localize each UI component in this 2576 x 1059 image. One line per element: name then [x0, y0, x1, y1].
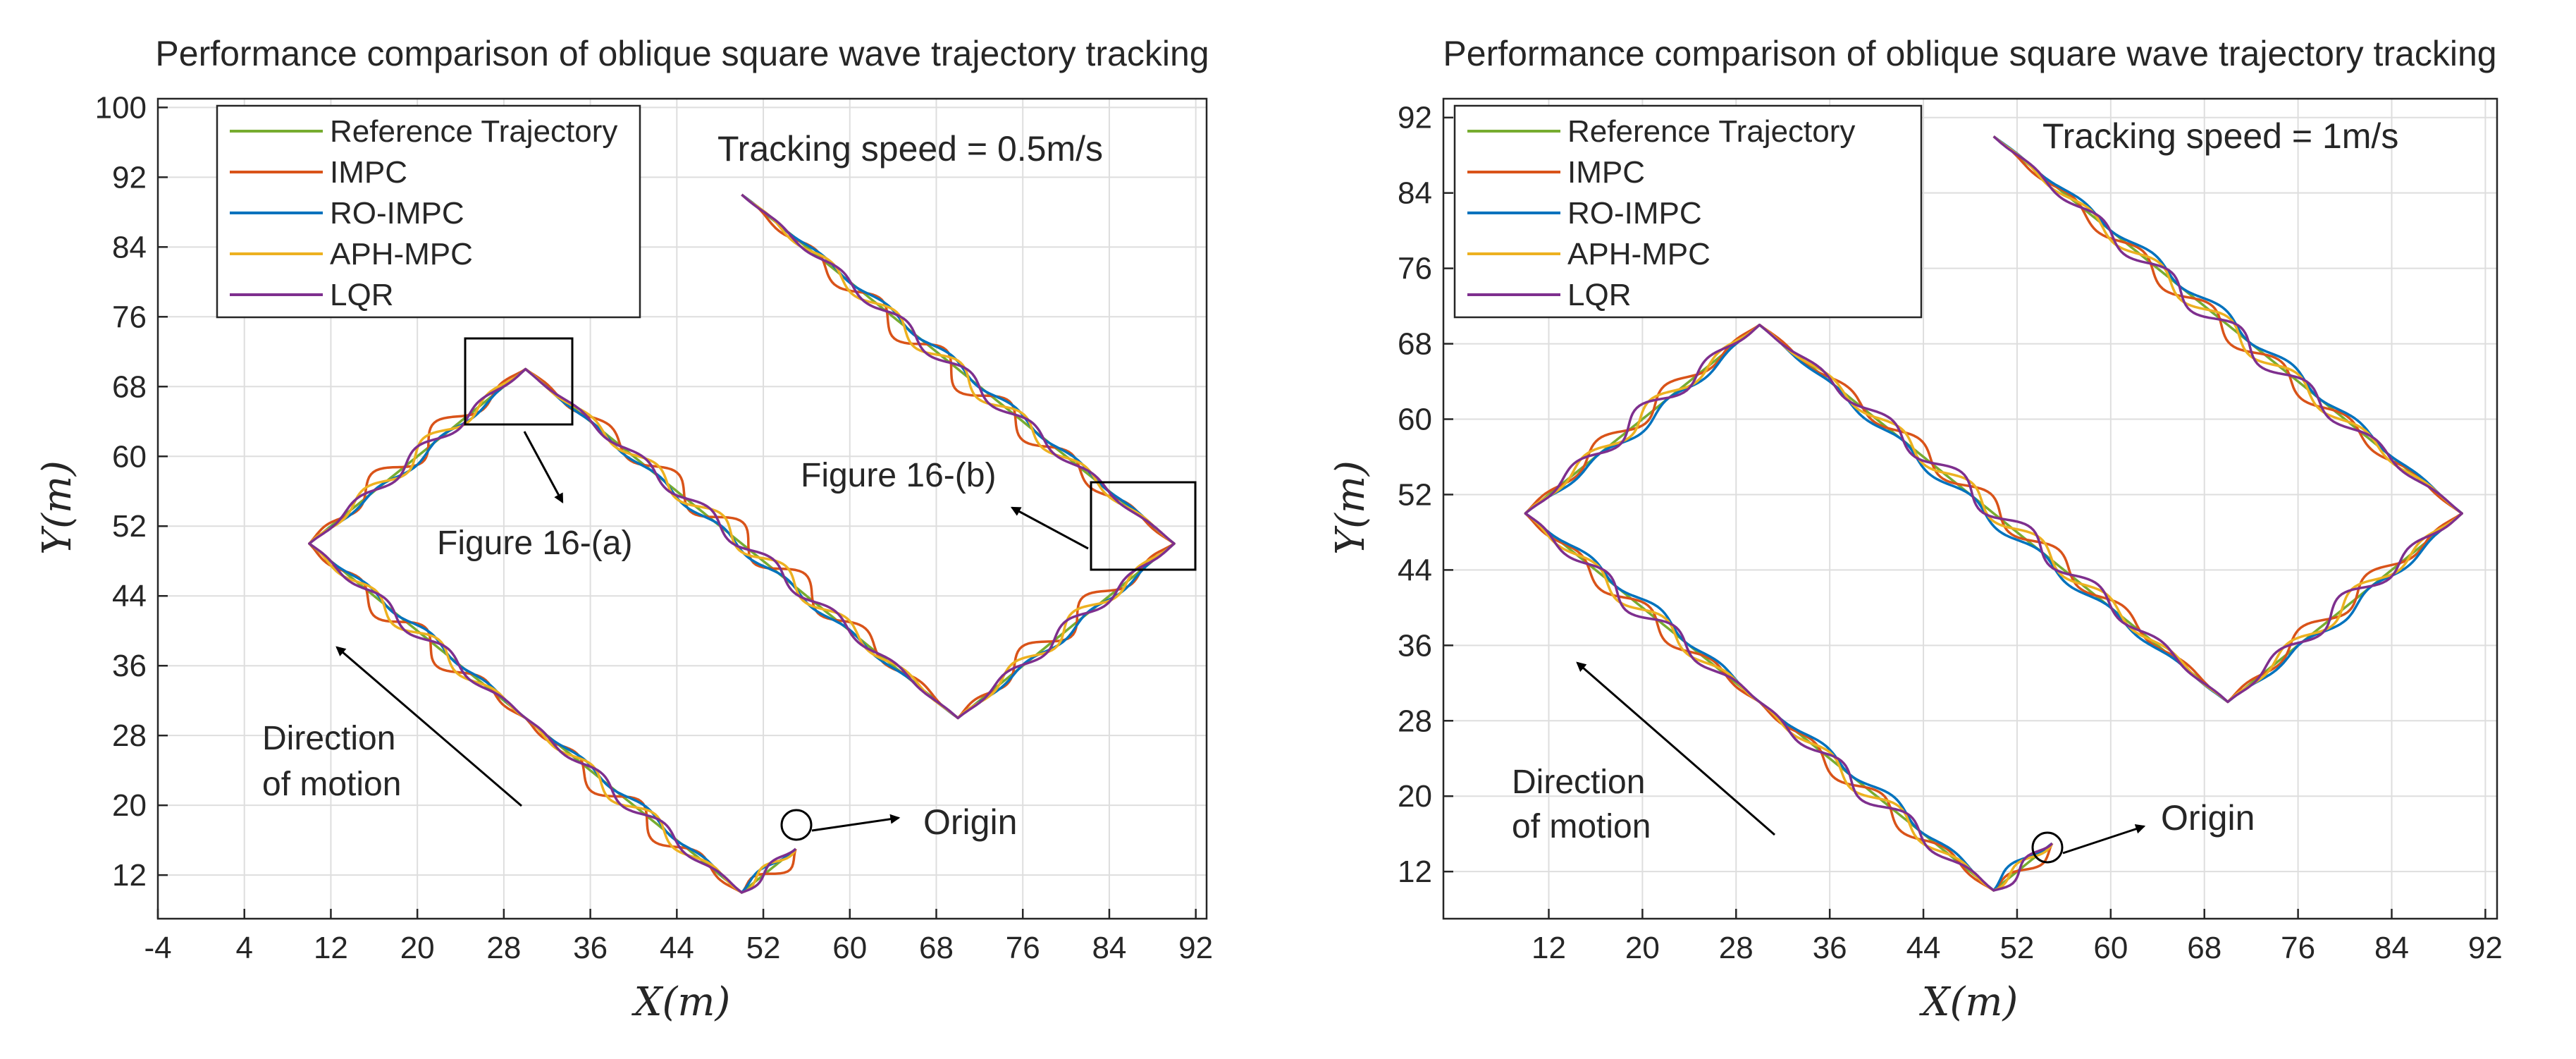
y-tick-label: 12: [112, 858, 147, 893]
series-line-aph-mpc: [1524, 135, 2463, 892]
axes-box-right: [1442, 97, 2498, 920]
x-tick-label: 12: [1532, 931, 1566, 965]
y-tick-label: 92: [1398, 101, 1432, 135]
y-tick-label: 84: [1398, 176, 1432, 211]
x-tick-label: 12: [314, 931, 348, 965]
y-axis-label-right: Y(m): [1328, 460, 1374, 555]
zoom-box-b: [1090, 481, 1197, 571]
y-tick-label: 76: [112, 300, 147, 334]
y-axis-label-left: Y(m): [35, 460, 80, 555]
y-tick-label: 12: [1398, 855, 1432, 889]
x-tick-label: 20: [400, 931, 435, 965]
y-tick-label: 20: [112, 788, 147, 823]
x-tick-label: 68: [919, 931, 954, 965]
x-tick-label: 28: [1719, 931, 1754, 965]
y-tick-label: 44: [1398, 553, 1432, 587]
legend-entry-label: LQR: [330, 278, 393, 312]
legend-entry-label: APH-MPC: [330, 237, 473, 271]
chart-title-left: Performance comparison of oblique square…: [155, 34, 1209, 73]
x-tick-label: 4: [235, 931, 252, 965]
speed-label-left: Tracking speed = 0.5m/s: [717, 129, 1103, 169]
y-tick-label: 84: [112, 230, 147, 264]
y-tick-label: 36: [1398, 628, 1432, 663]
x-tick-label: 52: [1999, 931, 2034, 965]
chart-title-right: Performance comparison of oblique square…: [1443, 34, 2496, 73]
figure-16b-label: Figure 16-(b): [801, 457, 996, 494]
y-tick-label: 60: [1398, 403, 1432, 437]
origin-label-left: Origin: [923, 802, 1017, 842]
legend-entry-label: IMPC: [330, 155, 407, 190]
chart-right: 12 20 28 36 44 52 60 68 76 84 92 12 20 28 36 44 52 60 68 76…: [1328, 34, 2503, 1025]
origin-arrow-right: [2062, 824, 2146, 855]
ticks-right: 12 20 28 36 44 52 60 68 76 84 92 12 20 28 36 44 52 60 68 76…: [1398, 101, 2503, 965]
series-line-impc: [308, 193, 1176, 894]
direction-label-left-line1: Direction: [262, 720, 395, 757]
direction-arrow-left: [335, 646, 522, 807]
legend-right: Reference Trajectory IMPC RO-IMPC APH-MPC LQ…: [1453, 104, 1923, 319]
origin-arrow-left: [811, 814, 901, 832]
x-tick-label: 84: [2374, 931, 2409, 965]
x-tick-label: 44: [660, 931, 694, 965]
speed-label-right: Tracking speed = 1m/s: [2042, 116, 2398, 156]
y-tick-label: 52: [112, 509, 147, 544]
ticks-left: -4 4 12 20 28 36 44 52 60 68 76 84 92 12 20 28 36 44 52 60 6…: [95, 90, 1214, 965]
zoom-arrow-a: [523, 431, 564, 504]
zoom-box-a: [464, 337, 574, 426]
x-tick-label: 60: [832, 931, 867, 965]
y-tick-label: 76: [1398, 252, 1432, 286]
direction-label-right-line2: of motion: [1512, 808, 1651, 845]
y-tick-label: 44: [112, 579, 147, 613]
zoom-arrow-b: [1010, 506, 1089, 550]
x-tick-label: 36: [573, 931, 608, 965]
legend-left: Reference Trajectory IMPC RO-IMPC APH-MPC LQ…: [216, 104, 641, 319]
direction-label-left-line2: of motion: [262, 766, 401, 803]
x-tick-label: 92: [2468, 931, 2503, 965]
series-left: [308, 193, 1176, 894]
x-tick-label: 52: [746, 931, 781, 965]
y-tick-label: 20: [1398, 779, 1432, 814]
y-tick-label: 28: [112, 718, 147, 753]
x-tick-label: 76: [1006, 931, 1040, 965]
x-tick-label: 92: [1178, 931, 1213, 965]
x-tick-label: 36: [1813, 931, 1847, 965]
x-tick-label: 60: [2093, 931, 2128, 965]
direction-arrow-right: [1576, 661, 1775, 836]
x-axis-label-left: X(m): [631, 979, 731, 1025]
legend-entry-label: IMPC: [1567, 155, 1645, 190]
legend-entry-label: LQR: [1567, 278, 1631, 312]
x-tick-label: 44: [1906, 931, 1941, 965]
x-tick-label: -4: [144, 931, 171, 965]
y-tick-label: 60: [112, 439, 147, 474]
x-tick-label: 28: [486, 931, 521, 965]
legend-entry-label: Reference Trajectory: [1567, 114, 1855, 149]
legend-entry-label: RO-IMPC: [330, 196, 464, 231]
y-tick-label: 92: [112, 160, 147, 195]
legend-entry-label: APH-MPC: [1567, 237, 1711, 271]
series-line-aph-mpc: [308, 193, 1176, 894]
series-line-lqr: [308, 193, 1176, 894]
x-tick-label: 68: [2187, 931, 2221, 965]
y-tick-label: 28: [1398, 704, 1432, 738]
x-tick-label: 84: [1092, 931, 1126, 965]
x-axis-label-right: X(m): [1919, 979, 2019, 1025]
figure-16a-label: Figure 16-(a): [437, 525, 632, 562]
y-tick-label: 100: [95, 90, 147, 125]
series-line-lqr: [1524, 135, 2463, 892]
origin-label-right: Origin: [2161, 798, 2255, 838]
origin-marker-left: [780, 809, 813, 841]
y-tick-label: 68: [1398, 327, 1432, 362]
x-tick-label: 76: [2281, 931, 2315, 965]
x-tick-label: 20: [1625, 931, 1660, 965]
y-tick-label: 52: [1398, 477, 1432, 512]
legend-entry-label: Reference Trajectory: [330, 114, 617, 149]
y-tick-label: 68: [112, 369, 147, 404]
origin-marker-right: [2031, 831, 2064, 864]
y-tick-label: 36: [112, 649, 147, 683]
legend-entry-label: RO-IMPC: [1567, 196, 1702, 231]
series-right: [1524, 135, 2463, 892]
chart-left: -4 4 12 20 28 36 44 52 60 68 76 84 92 12 20 28 36 44 52 60 6…: [35, 34, 1213, 1025]
direction-label-right-line1: Direction: [1512, 764, 1645, 801]
axes-box-left: [156, 97, 1208, 920]
